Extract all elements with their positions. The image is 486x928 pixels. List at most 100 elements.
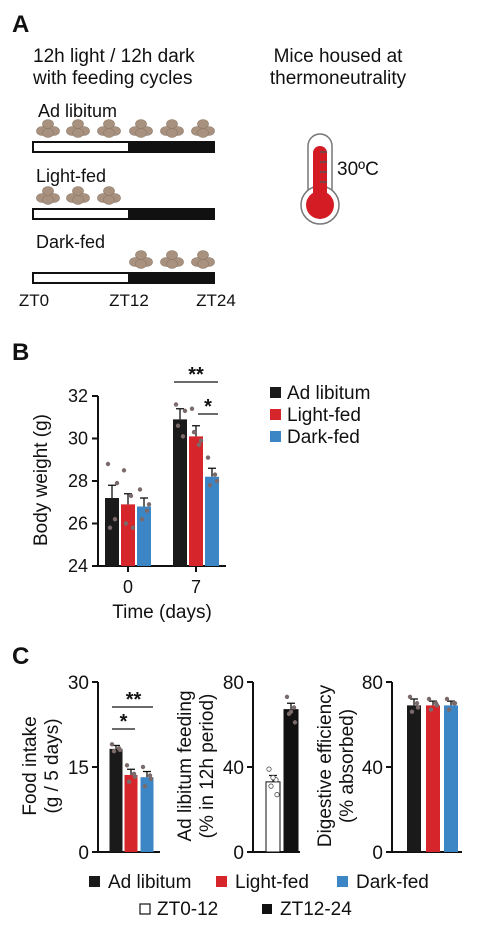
panel-b-sig-label: **	[188, 364, 204, 386]
legend-label-ad-libitum: Ad libitum	[287, 383, 370, 404]
panel-b-data-point	[139, 517, 145, 522]
panel-b-data-point	[123, 521, 129, 526]
food-pellets-ad-libitum	[36, 119, 215, 138]
panel-b-data-point	[196, 442, 202, 448]
food-pellet-icon	[160, 250, 184, 269]
c-legend-label-zt0-12: ZT0-12	[157, 899, 218, 920]
c-y-tick-label: 80	[362, 673, 383, 694]
panel-b-data-point	[198, 438, 204, 443]
food-pellets-dark-fed	[129, 250, 215, 269]
panel-b-legend: Ad libitum Light-fed Dark-fed	[270, 383, 370, 448]
panel-c-legend: Ad libitum Light-fed Dark-fed ZT0-12 ZT1…	[89, 872, 429, 920]
panel-b-plot: 24 26 28 30 32 0 7 ***	[68, 364, 226, 597]
panel-b-data-point	[107, 525, 113, 530]
panel-b-data-point	[205, 455, 211, 460]
schedule-title-line1: 12h light / 12h dark	[33, 46, 195, 67]
c-legend-label-ad-libitum: Ad libitum	[108, 872, 191, 893]
c-data-point	[142, 784, 148, 789]
c-data-point	[444, 696, 450, 702]
c-data-point	[270, 775, 276, 781]
row-label-ad-libitum: Ad libitum	[38, 101, 117, 121]
c-bar	[426, 705, 440, 852]
c3-y-axis-label-line1: Digestive efficiency	[315, 684, 336, 847]
food-pellet-icon	[129, 119, 153, 138]
c-data-point	[452, 701, 458, 706]
c-legend-swatch-light-fed	[216, 876, 227, 887]
panel-b-data-point	[207, 483, 213, 488]
c-data-point	[117, 747, 123, 753]
time-label-zt24: ZT24	[196, 291, 236, 310]
c-sig-label: **	[126, 689, 142, 711]
panel-b-bar	[189, 436, 203, 566]
dark-bar-dark-fed	[129, 272, 215, 284]
c-data-point	[111, 748, 117, 754]
c-y-tick-label: 0	[372, 843, 383, 864]
time-label-zt12: ZT12	[109, 291, 149, 310]
panel-b-data-point	[182, 408, 188, 414]
c-data-point	[266, 766, 272, 772]
c-y-tick-label: 40	[362, 758, 383, 779]
food-pellet-icon	[36, 186, 60, 205]
c-data-point	[284, 694, 290, 700]
c-data-point	[409, 709, 415, 714]
c-data-point	[126, 779, 132, 784]
food-pellet-icon	[160, 119, 184, 138]
c-bar	[444, 705, 458, 852]
panel-c: C Food intake (g / 5 days) Ad libitum fe…	[12, 643, 462, 920]
panel-b: B Body weight (g) Time (days) 24 26 28 30 32…	[12, 339, 370, 623]
thermo-title-line2: thermoneutrality	[270, 68, 407, 89]
c-bar	[283, 709, 299, 853]
dark-bar-light-fed	[129, 208, 215, 220]
light-bar-light-fed	[32, 208, 130, 220]
panel-b-data-point	[114, 480, 120, 486]
c-legend-swatch-ad-libitum	[89, 876, 100, 887]
c-sig-label: *	[120, 711, 128, 733]
panel-b-bar	[105, 498, 119, 566]
panel-b-y-tick-label: 24	[68, 556, 88, 576]
panel-b-sig-label: *	[204, 396, 212, 418]
c-data-point	[292, 720, 298, 725]
panel-b-data-point	[173, 402, 179, 407]
food-pellet-icon	[97, 119, 121, 138]
light-bar-ad-libitum	[32, 141, 130, 153]
c-y-tick-label: 0	[233, 843, 244, 864]
panel-b-data-point	[214, 478, 220, 484]
food-pellets-light-fed	[36, 186, 121, 205]
schedule-title-line2: with feeding cycles	[32, 68, 192, 89]
c-legend-swatch-zt0-12	[139, 903, 151, 915]
c-legend-label-dark-fed: Dark-fed	[356, 872, 429, 893]
time-label-zt0: ZT0	[19, 291, 49, 310]
panel-b-data-point	[175, 423, 181, 428]
c-data-point	[414, 701, 420, 706]
panel-b-data-point	[191, 429, 197, 435]
panel-b-data-point	[189, 406, 195, 411]
legend-swatch-dark-fed	[270, 431, 281, 442]
c-data-point	[415, 705, 421, 710]
c-data-point	[124, 763, 130, 768]
panel-b-x-axis-label: Time (days)	[112, 602, 212, 623]
panel-b-bar	[137, 506, 151, 566]
panel-c-chart-2: 0 40 80	[223, 673, 300, 864]
row-label-light-fed: Light-fed	[36, 166, 106, 186]
panel-c-plots: 0 15 30 *** 0 40 80 0 40 80	[68, 673, 462, 864]
c2-y-axis-label-line1: Ad libitum feeding	[175, 690, 196, 841]
c-y-tick-label: 80	[223, 673, 244, 694]
legend-label-dark-fed: Dark-fed	[287, 427, 360, 448]
c-data-point	[140, 764, 146, 770]
panel-a: A 12h light / 12h dark with feeding cycl…	[12, 11, 407, 310]
panel-b-y-tick-label: 28	[68, 471, 88, 491]
food-pellet-icon	[66, 119, 90, 138]
panel-b-letter: B	[12, 339, 29, 366]
panel-b-data-point	[212, 472, 218, 477]
c-data-point	[268, 783, 274, 789]
c-legend-label-zt12-24: ZT12-24	[280, 899, 352, 920]
c-data-point	[426, 696, 432, 702]
food-pellet-icon	[36, 119, 60, 138]
c-bar	[407, 705, 421, 852]
dark-bar-ad-libitum	[129, 141, 215, 153]
food-pellet-icon	[66, 186, 90, 205]
panel-b-data-point	[128, 493, 134, 499]
food-pellet-icon	[129, 250, 153, 269]
c-data-point	[407, 694, 413, 700]
